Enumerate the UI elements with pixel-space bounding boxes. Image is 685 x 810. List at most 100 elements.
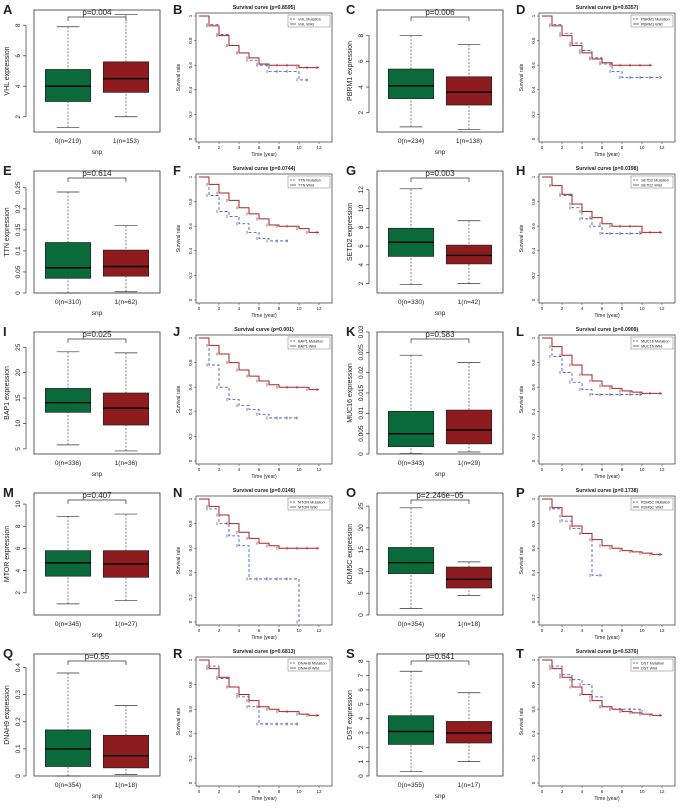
legend-entry: PBRM1 Mutation [641, 17, 670, 21]
x-tick-label: 6 [601, 306, 604, 311]
y-tick-label: 0.2 [531, 433, 536, 440]
panel-q: Q 0 0.1 0.2 0.3 0.4 DNAH9 expression 0(n=354) 1(… [0, 644, 170, 805]
y-tick-label: 0.2 [531, 111, 536, 118]
y-tick-label: 0.6 [531, 706, 536, 713]
legend-entry: MUC16 Mutation [641, 339, 670, 343]
survival-line-mutation [199, 498, 300, 622]
y-tick-label: 0.8 [531, 520, 536, 527]
panel-k-svg: K 0 0.005 0.01 0.015 0.02 0.025 0.03 MUC16 expre… [346, 324, 504, 478]
chart-title: Survival curve (p=0.8357) [576, 5, 639, 11]
y-tick-label: 0.2 [531, 755, 536, 762]
chart-title: Survival curve (p=0.0198) [576, 166, 639, 172]
legend-entry: PBRM1 Wild [641, 22, 663, 26]
survival-line-wild [542, 15, 652, 66]
panel-b-svg: B Survival curve (p=0.8595) 0 0.2 0.4 0.6 0.8 1… [173, 2, 333, 158]
x-axis-label: Time (year) [251, 796, 277, 802]
panel-t: T Survival curve (p=0.5376) 0 0.2 0.4 0.6 0.8 1… [513, 644, 683, 805]
survival-line-wild [542, 659, 662, 716]
panel-l-svg: L Survival curve (p=0.0909) 0 0.2 0.4 0.6 0.8 1… [516, 324, 676, 480]
panel-d: D Survival curve (p=0.8357) 0 0.2 0.4 0.6 0.8 1… [513, 0, 683, 161]
y-tick-label: 20 [358, 524, 365, 532]
y-tick-label: 2 [15, 115, 22, 119]
plot-frame [376, 170, 504, 294]
x-category-label: 0(n=343) [398, 460, 424, 467]
x-tick-label: 2 [561, 306, 564, 311]
panel-r: R Survival curve (p=0.6813) 0 0.2 0.4 0.6 0.8 1… [170, 644, 340, 805]
y-axis-label: MTOR expression [4, 526, 11, 582]
box-0 [387, 715, 435, 745]
x-tick-label: 12 [659, 145, 665, 150]
x-tick-label: 10 [296, 145, 302, 150]
survival-line-wild [199, 659, 319, 716]
panel-s: S 0 1 2 3 4 5 6 7 8 DST expression 0(n=355) 1(n=17) p… [343, 644, 513, 805]
x-axis-label: Time (year) [251, 635, 277, 641]
x-tick-label: 4 [238, 789, 241, 794]
y-tick-label: 0.8 [188, 520, 193, 527]
y-tick-label: 0.8 [531, 37, 536, 44]
y-tick-label: 0 [531, 620, 536, 623]
x-tick-label: 4 [238, 628, 241, 633]
legend-box [287, 658, 331, 672]
x-axis-label: snp [435, 149, 446, 156]
legend-box [287, 497, 331, 511]
p-value-bracket [67, 338, 127, 343]
y-tick-label: 0.6 [531, 545, 536, 552]
plot-frame [538, 12, 676, 143]
p-value-bracket [67, 177, 127, 182]
panel-c-svg: C 2 4 6 8 PBRM1 expression 0(n=234) 1(n=138) p=0… [346, 2, 504, 156]
panel-c: C 2 4 6 8 PBRM1 expression 0(n=234) 1(n=138) p=0… [343, 0, 513, 161]
panel-letter: Q [3, 646, 13, 661]
y-axis-label: Survival rate [519, 385, 525, 413]
y-axis-label: BAP1 expression [4, 366, 11, 420]
x-tick-label: 4 [238, 145, 241, 150]
panel-l: L Survival curve (p=0.0909) 0 0.2 0.4 0.6 0.8 1… [513, 322, 683, 483]
p-value-bracket [410, 660, 470, 665]
x-tick-label: 2 [218, 145, 221, 150]
y-axis-label: Survival rate [519, 707, 525, 735]
y-tick-label: 2 [358, 281, 365, 285]
y-axis-label: Survival rate [519, 224, 525, 252]
y-axis-label: KDM5C expression [347, 524, 354, 584]
p-value-bracket [67, 16, 127, 21]
legend-entry: SETD2 Wild [641, 183, 662, 187]
x-axis-label: snp [92, 632, 103, 639]
x-tick-label: 12 [659, 628, 665, 633]
panel-s-svg: S 0 1 2 3 4 5 6 7 8 DST expression 0(n=355) 1(n=17) p… [346, 646, 504, 800]
chart-title: Survival curve (p=0.001) [234, 327, 294, 333]
y-tick-label: 25 [15, 343, 22, 351]
y-tick-label: 0.6 [188, 62, 193, 69]
y-tick-label: 8 [15, 23, 22, 27]
y-tick-label: 5 [358, 702, 365, 706]
panel-o: O 0 5 10 15 20 25 KDM5C expression 0(n=354) 1(n=1… [343, 483, 513, 644]
x-tick-label: 10 [639, 306, 645, 311]
survival-line-mutation [199, 337, 299, 419]
survival-line-mutation [199, 659, 299, 725]
legend-entry: VHL Wild [298, 22, 314, 26]
box-1 [102, 61, 150, 93]
x-category-label: 0(n=330) [398, 299, 424, 306]
y-axis-label: Survival rate [519, 546, 525, 574]
panel-letter: K [346, 324, 356, 339]
x-tick-label: 6 [601, 789, 604, 794]
x-category-label: 0(n=354) [398, 621, 424, 628]
x-category-label: 1(n=17) [458, 782, 481, 789]
x-tick-label: 4 [238, 306, 241, 311]
panel-n: N Survival curve (p=0.0146) 0 0.2 0.4 0.6 0.8 1… [170, 483, 340, 644]
panel-letter: L [516, 324, 524, 339]
x-tick-label: 6 [601, 145, 604, 150]
box-0 [387, 547, 435, 574]
y-tick-label: 6 [15, 54, 22, 58]
x-tick-label: 2 [218, 789, 221, 794]
y-tick-label: 1 [188, 658, 193, 661]
x-tick-label: 10 [639, 789, 645, 794]
y-tick-label: 10 [15, 420, 22, 428]
box-0 [44, 388, 92, 413]
p-value-bracket [67, 660, 127, 665]
legend-entry: MUC16 Wild [641, 344, 662, 348]
panel-letter: O [346, 485, 356, 500]
panel-m: M 2 4 6 8 10 MTOR expression 0(n=345) 1(n=27) p=0… [0, 483, 170, 644]
panel-p: P Survival curve (p=0.1738) 0 0.2 0.4 0.6 0.8 1… [513, 483, 683, 644]
x-tick-label: 6 [258, 628, 261, 633]
panel-q-svg: Q 0 0.1 0.2 0.3 0.4 DNAH9 expression 0(n=354) 1(… [3, 646, 161, 800]
panel-a: A 2 4 6 8 VHL expression 0(n=219) 1(n=153) p=0.0… [0, 0, 170, 161]
